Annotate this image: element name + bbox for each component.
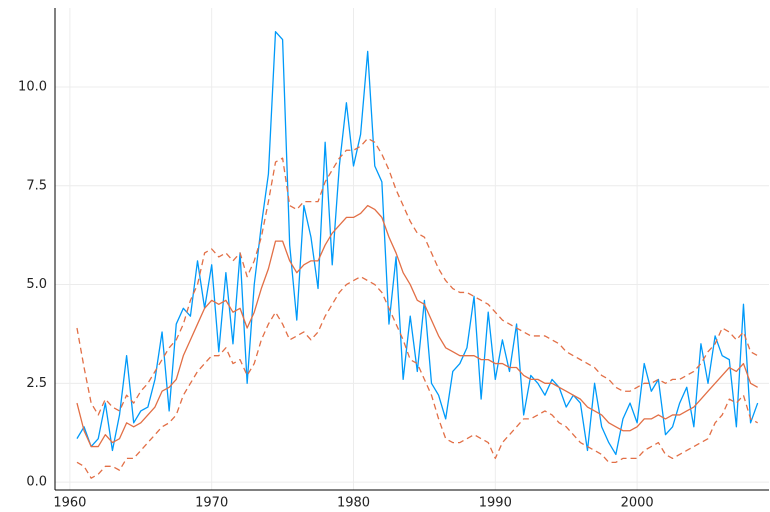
y-tick-label: 10.0 [18, 80, 47, 95]
y-tick-label: 2.5 [26, 376, 47, 391]
y-tick-label: 0.0 [26, 475, 47, 490]
x-tick-label: 1990 [479, 496, 512, 511]
series-line [76, 137, 758, 416]
x-tick-label: 1980 [337, 496, 370, 511]
x-tick-label: 2000 [621, 496, 654, 511]
x-tick-label: 1970 [195, 496, 228, 511]
y-tick-label: 5.0 [26, 277, 47, 292]
series-line [76, 276, 758, 479]
series-line [76, 31, 759, 456]
x-tick-label: 1960 [53, 496, 86, 511]
series-line [76, 204, 758, 448]
y-tick-label: 7.5 [26, 178, 47, 193]
